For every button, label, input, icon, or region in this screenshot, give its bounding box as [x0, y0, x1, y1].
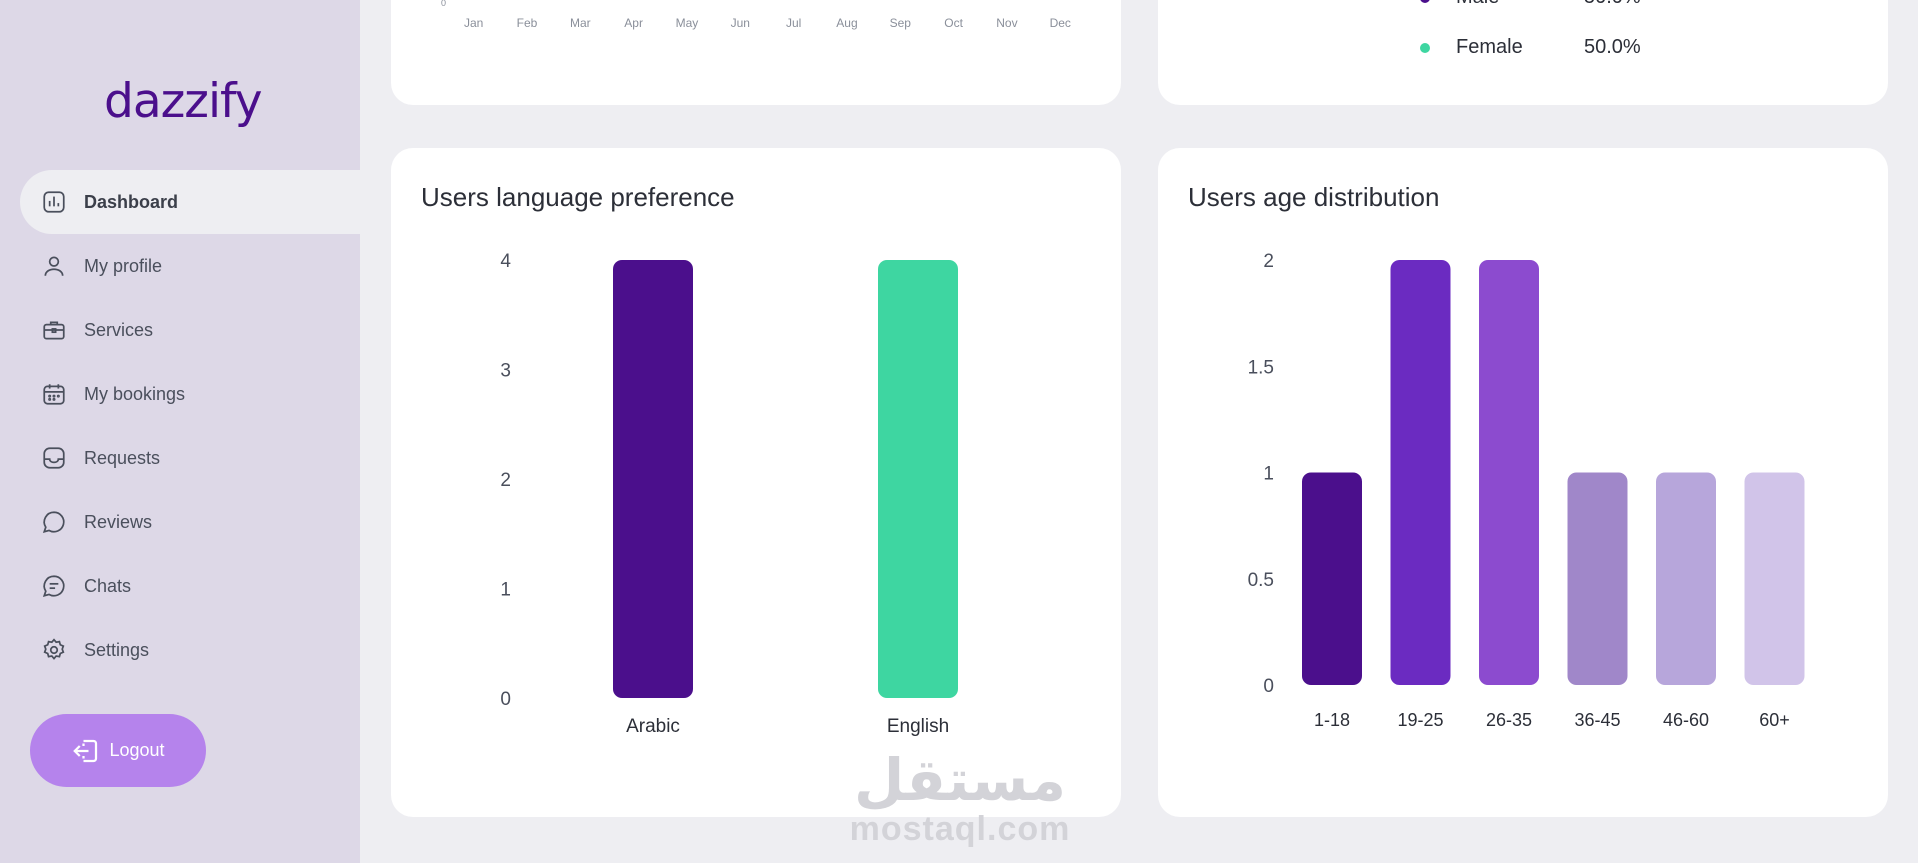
month-tick: Aug [836, 16, 858, 30]
bar [1656, 472, 1716, 685]
chart-icon [40, 188, 68, 216]
logout-icon [73, 739, 98, 762]
sidebar-item-services[interactable]: Services [20, 298, 360, 362]
watermark-latin: mostaql.com [849, 810, 1071, 848]
logout-button[interactable]: Logout [30, 714, 206, 787]
gear-icon [40, 636, 68, 664]
month-tick: Oct [944, 16, 963, 30]
y-tick-label: 1.5 [1248, 357, 1274, 378]
month-tick: Nov [996, 16, 1018, 30]
sidebar-item-my-profile[interactable]: My profile [20, 234, 360, 298]
watermark: مستقل mostaql.com [845, 750, 1075, 849]
y-tick-label: 3 [500, 361, 511, 382]
y-tick-label: 0 [500, 689, 511, 710]
bar [878, 260, 958, 698]
logout-label: Logout [109, 740, 165, 760]
legend-value: 50.0% [1584, 36, 1641, 58]
watermark-arabic: مستقل [853, 746, 1067, 814]
x-tick-label: English [887, 716, 949, 737]
brand-logo[interactable]: dazzify [104, 74, 263, 129]
sidebar-item-label: Dashboard [84, 191, 179, 212]
sidebar-item-dashboard[interactable]: Dashboard [20, 170, 360, 234]
x-tick-label: 19-25 [1397, 710, 1443, 730]
y-tick-label: 2 [1263, 251, 1274, 272]
bar [1302, 472, 1362, 685]
sidebar-item-label: Services [84, 319, 154, 340]
legend-dot [1420, 42, 1430, 53]
briefcase-icon [40, 316, 68, 344]
y-tick-label: 0.5 [1248, 570, 1274, 591]
month-tick: Dec [1049, 16, 1071, 30]
legend-dot [1420, 0, 1430, 3]
sidebar-item-chats[interactable]: Chats [20, 554, 360, 618]
x-tick-label: 26-35 [1486, 710, 1532, 730]
sidebar-item-label: Settings [84, 639, 150, 660]
sidebar-item-requests[interactable]: Requests [20, 426, 360, 490]
user-icon [40, 252, 68, 280]
sidebar-item-my-bookings[interactable]: My bookings [20, 362, 360, 426]
y-tick-label: 0 [1263, 676, 1274, 697]
x-tick-label: 1-18 [1314, 710, 1350, 730]
month-tick: Apr [624, 16, 643, 30]
y-tick-label: 1 [500, 580, 511, 601]
month-tick: Sep [889, 16, 911, 30]
month-tick: Mar [569, 16, 591, 30]
message-circle-icon [40, 508, 68, 536]
y-tick-label: 2 [500, 470, 511, 491]
month-tick: Jan [463, 16, 484, 30]
sidebar: dazzify Dashboard My profile Services [0, 0, 360, 863]
bar [613, 260, 693, 698]
legend-value: 50.0% [1584, 0, 1641, 9]
sidebar-nav: Dashboard My profile Services My booking… [20, 170, 360, 682]
age-distribution-card: Users age distribution 0 0.5 1 1.5 2 1-18 19-2… [1158, 148, 1888, 817]
inbox-icon [40, 444, 68, 472]
chart-title: Users age distribution [1188, 182, 1440, 212]
sidebar-item-label: Reviews [84, 511, 153, 532]
month-tick: Feb [516, 16, 538, 30]
legend-label: Female [1456, 36, 1523, 58]
month-axis: Jan Feb Mar Apr May Jun Jul Aug Sep Oct … [447, 16, 1087, 30]
y-tick-zero: 0 [441, 0, 447, 8]
bar [1390, 260, 1451, 685]
age-bar-chart: 0 0.5 1 1.5 2 1-18 19-25 26-35 36-45 46-60 60+ [1248, 251, 1805, 730]
bar [1744, 472, 1805, 685]
sidebar-item-label: My profile [84, 255, 163, 276]
x-tick-label: Arabic [626, 716, 680, 737]
month-tick: May [675, 16, 699, 30]
sidebar-item-label: Requests [84, 447, 161, 468]
chat-icon [40, 572, 68, 600]
y-tick-label: 1 [1263, 464, 1274, 485]
legend-item-female: Female 50.0% [1420, 36, 1641, 59]
legend-item-male: Male 50.0% [1420, 0, 1641, 9]
language-bar-chart: 0 1 2 3 4 Arabic English [500, 251, 958, 737]
sidebar-item-reviews[interactable]: Reviews [20, 490, 360, 554]
x-tick-label: 46-60 [1663, 710, 1709, 730]
bar [1479, 260, 1539, 685]
sidebar-item-label: My bookings [84, 383, 186, 404]
month-tick: Jun [730, 16, 750, 30]
x-tick-label: 60+ [1759, 710, 1790, 730]
y-tick-label: 4 [500, 251, 511, 272]
calendar-icon [40, 380, 68, 408]
sidebar-item-settings[interactable]: Settings [20, 618, 360, 682]
gender-chart-card: Male 50.0% Female 50.0% [1158, 0, 1888, 105]
sidebar-item-label: Chats [84, 575, 132, 596]
chart-title: Users language preference [421, 182, 735, 212]
monthly-chart-card: 0 Jan Feb Mar Apr May Jun Jul Aug Sep Oc… [391, 0, 1121, 105]
bar [1567, 472, 1628, 685]
language-preference-card: Users language preference 0 1 2 3 4 Arabic Eng… [391, 148, 1121, 817]
x-tick-label: 36-45 [1574, 710, 1620, 730]
month-tick: Jul [785, 16, 802, 30]
legend-label: Male [1456, 0, 1540, 9]
